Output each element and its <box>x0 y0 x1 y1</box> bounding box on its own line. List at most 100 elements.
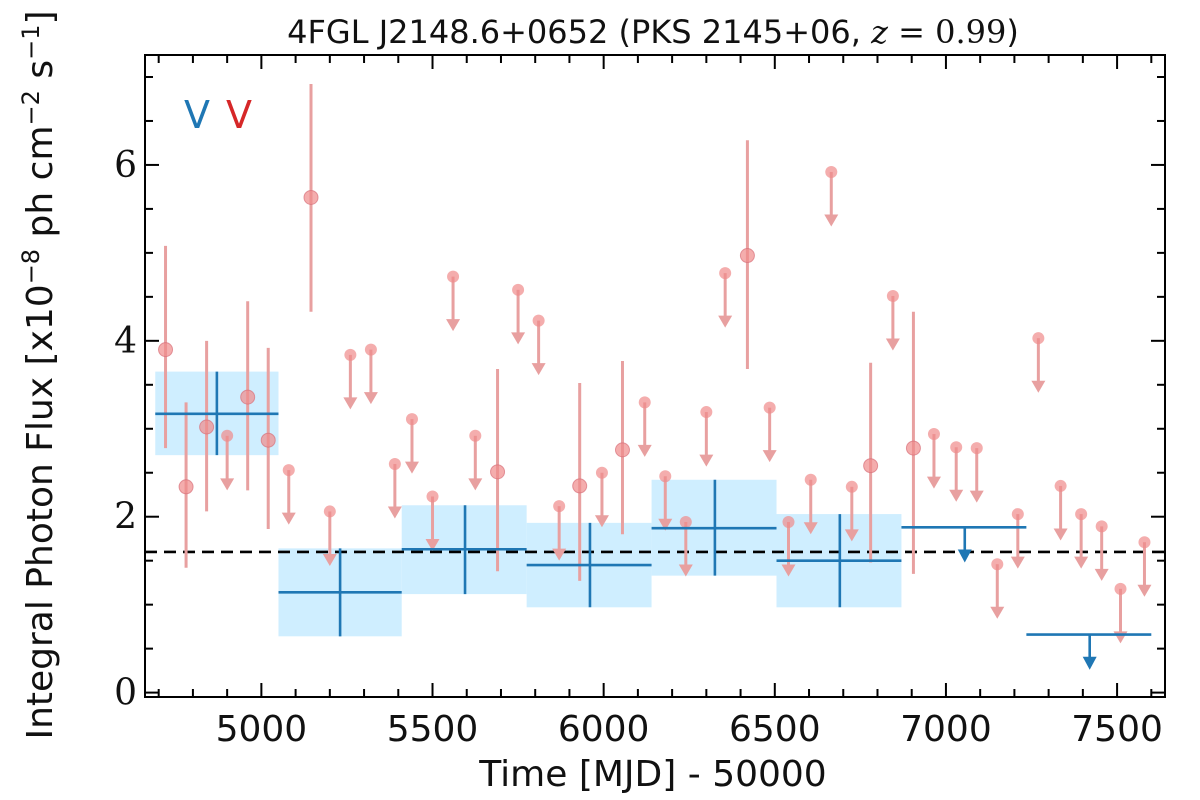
fine-ul-arrow-16 <box>678 564 693 577</box>
fine-ul-arrow-11 <box>531 363 546 376</box>
fine-ul-point-20 <box>782 515 795 528</box>
plot-frame <box>144 54 1166 698</box>
fine-point-11 <box>905 440 921 456</box>
fine-ul-arrow-21 <box>803 522 818 535</box>
fine-ul-point-18 <box>719 267 732 280</box>
fine-ul-point-25 <box>927 428 940 441</box>
fine-point-10 <box>863 458 879 474</box>
y-tick-label-2: 2 <box>114 497 137 538</box>
fine-ul-point-15 <box>659 470 672 483</box>
fine-ul-arrow-18 <box>718 315 733 328</box>
fine-ul-arrow-13 <box>594 515 609 528</box>
fine-ul-point-27 <box>970 442 983 455</box>
fine-ul-arrow-33 <box>1094 568 1109 581</box>
fine-point-1 <box>178 479 194 495</box>
fine-ul-arrow-28 <box>990 606 1005 619</box>
fine-ul-arrow-31 <box>1053 528 1068 541</box>
fine-bin-series <box>158 84 1152 644</box>
fine-ul-point-35 <box>1138 536 1151 549</box>
fine-ul-point-6 <box>405 413 418 426</box>
fine-ul-point-7 <box>426 490 439 503</box>
fine-ul-point-22 <box>825 165 838 178</box>
fine-ul-arrow-10 <box>511 332 526 345</box>
y-tick-label-6: 6 <box>114 145 137 186</box>
fine-ul-arrow-0 <box>220 478 235 491</box>
legend: V V <box>184 93 252 137</box>
fine-ul-point-8 <box>447 270 460 283</box>
fine-ul-point-31 <box>1054 479 1067 492</box>
fine-ul-arrow-6 <box>404 461 419 474</box>
fine-ul-point-29 <box>1011 508 1024 521</box>
fine-ul-arrow-7 <box>425 539 440 552</box>
fine-ul-point-1 <box>282 464 295 477</box>
fine-ul-point-9 <box>469 429 482 442</box>
fine-point-2 <box>199 419 215 435</box>
x-tick-label-7000: 7000 <box>900 709 992 750</box>
fine-ul-point-0 <box>221 429 234 442</box>
fine-ul-point-23 <box>845 480 858 493</box>
fine-ul-point-28 <box>991 558 1004 571</box>
legend-entry-blue: V <box>184 93 210 137</box>
axis-ticks: 5000 5500 6000 6500 7000 7500 0 2 4 6 <box>114 55 1165 750</box>
y-tick-label-0: 0 <box>114 673 137 714</box>
fine-ul-point-4 <box>364 343 377 356</box>
fine-point-0 <box>158 342 174 358</box>
x-tick-label-6500: 6500 <box>729 709 821 750</box>
fine-ul-point-26 <box>950 441 963 454</box>
x-tick-label-7500: 7500 <box>1071 709 1163 750</box>
fine-ul-arrow-29 <box>1010 556 1025 569</box>
x-tick-label-5500: 5500 <box>387 709 479 750</box>
fine-point-8 <box>614 442 630 458</box>
fine-ul-arrow-35 <box>1137 584 1152 597</box>
fine-ul-point-21 <box>804 473 817 486</box>
fine-ul-point-2 <box>323 505 336 518</box>
fine-ul-point-30 <box>1032 332 1045 345</box>
y-axis-label: Integral Photon Flux [x10−8 ph cm−2 s−1] <box>17 10 61 739</box>
fine-ul-arrow-15 <box>658 518 673 531</box>
fine-ul-arrow-9 <box>468 478 483 491</box>
fine-ul-point-16 <box>679 515 692 528</box>
fine-ul-point-11 <box>532 314 545 327</box>
plot-area: 5000 5500 6000 6500 7000 7500 0 2 4 6 <box>114 54 1166 750</box>
x-tick-label-6000: 6000 <box>558 709 650 750</box>
fine-ul-arrow-14 <box>637 444 652 457</box>
fine-ul-arrow-30 <box>1031 380 1046 393</box>
fine-point-3 <box>240 389 256 405</box>
fine-ul-arrow-8 <box>446 319 461 332</box>
coarse-bin-series <box>155 371 1152 670</box>
fine-ul-arrow-17 <box>699 454 714 467</box>
fine-ul-arrow-12 <box>552 548 567 561</box>
fine-ul-arrow-27 <box>969 490 984 503</box>
fine-ul-arrow-4 <box>363 392 378 405</box>
x-axis-label: Time [MJD] - 50000 <box>478 754 826 795</box>
fine-ul-arrow-25 <box>926 476 941 489</box>
fine-ul-point-10 <box>512 283 525 296</box>
chart-title: 4FGL J2148.6+0652 (PKS 2145+06, z = 0.99… <box>287 13 1019 51</box>
y-tick-label-4: 4 <box>114 321 137 362</box>
x-tick-label-5000: 5000 <box>216 709 308 750</box>
fine-ul-arrow-5 <box>387 506 402 519</box>
legend-entry-red: V <box>226 93 252 137</box>
fine-ul-point-14 <box>638 396 651 409</box>
fine-ul-point-34 <box>1114 582 1127 595</box>
fine-ul-point-5 <box>388 457 401 470</box>
fine-ul-arrow-20 <box>781 564 796 577</box>
fine-ul-arrow-1 <box>281 512 296 525</box>
coarse-ul-arrow-0 <box>957 549 972 563</box>
fine-ul-arrow-2 <box>322 553 337 566</box>
fine-ul-point-17 <box>700 406 713 419</box>
fine-point-4 <box>260 432 276 448</box>
fine-ul-point-24 <box>886 289 899 302</box>
fine-ul-arrow-22 <box>824 214 839 227</box>
fine-ul-point-3 <box>344 348 357 361</box>
fine-point-7 <box>572 478 588 494</box>
fine-point-9 <box>739 248 755 264</box>
fine-ul-point-33 <box>1095 520 1108 533</box>
coarse-ul-arrow-1 <box>1082 656 1097 670</box>
fine-point-5 <box>303 189 319 205</box>
fine-point-6 <box>490 464 506 480</box>
fine-ul-arrow-34 <box>1113 631 1128 644</box>
fine-ul-point-12 <box>553 500 566 513</box>
fine-ul-point-19 <box>763 401 776 414</box>
